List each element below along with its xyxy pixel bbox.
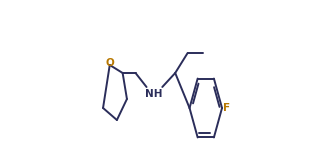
Text: NH: NH <box>145 89 163 99</box>
Text: F: F <box>223 103 231 113</box>
Text: O: O <box>105 58 114 68</box>
